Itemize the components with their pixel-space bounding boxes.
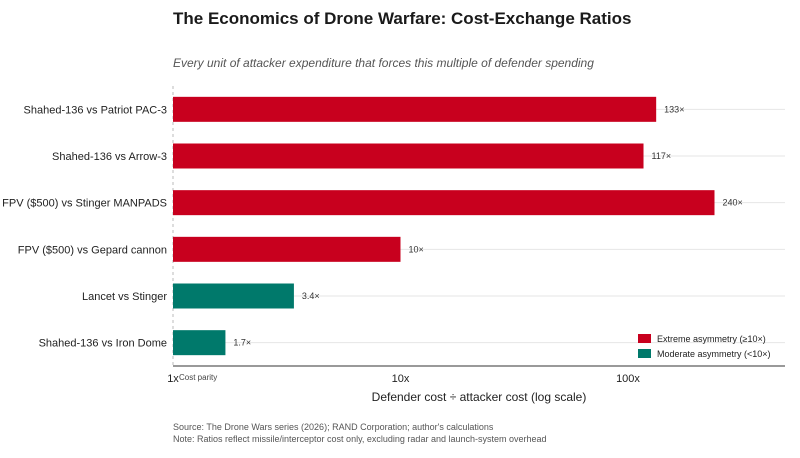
- value-label: 240×: [722, 198, 742, 208]
- bar: [173, 236, 401, 262]
- value-label: 117×: [652, 151, 672, 161]
- category-label: FPV ($500) vs Gepard cannon: [18, 244, 167, 256]
- category-label: Shahed-136 vs Arrow-3: [52, 151, 167, 163]
- category-label: FPV ($500) vs Stinger MANPADS: [2, 198, 167, 210]
- source-line: Source: The Drone Wars series (2026); RA…: [173, 422, 494, 432]
- value-label: 133×: [664, 104, 684, 114]
- legend-label: Extreme asymmetry (≥10×): [657, 334, 766, 344]
- note-line: Note: Ratios reflect missile/interceptor…: [173, 434, 547, 444]
- category-label: Shahed-136 vs Patriot PAC-3: [24, 104, 167, 116]
- legend-label: Moderate asymmetry (<10×): [657, 349, 771, 359]
- value-label: 10×: [409, 244, 424, 254]
- chart-title: The Economics of Drone Warfare: Cost-Exc…: [173, 9, 632, 28]
- chart-subtitle: Every unit of attacker expenditure that …: [173, 56, 594, 70]
- value-label: 3.4×: [302, 291, 320, 301]
- bar: [173, 143, 644, 169]
- source-note: Source: The Drone Wars series (2026); RA…: [173, 421, 547, 445]
- parity-annotation: Cost parity: [179, 373, 217, 382]
- bar: [173, 283, 294, 309]
- value-label: 1.7×: [233, 338, 251, 348]
- category-label: Shahed-136 vs Iron Dome: [39, 338, 167, 350]
- category-label: Lancet vs Stinger: [82, 291, 167, 303]
- x-axis-label: Defender cost ÷ attacker cost (log scale…: [372, 390, 587, 404]
- legend-swatch: [638, 349, 651, 358]
- x-tick-label: 1x: [167, 373, 179, 385]
- legend-swatch: [638, 334, 651, 343]
- bar: [173, 190, 715, 216]
- x-tick-label: 100x: [616, 373, 640, 385]
- bar: [173, 96, 657, 122]
- x-tick-label: 10x: [392, 373, 410, 385]
- bar: [173, 330, 226, 356]
